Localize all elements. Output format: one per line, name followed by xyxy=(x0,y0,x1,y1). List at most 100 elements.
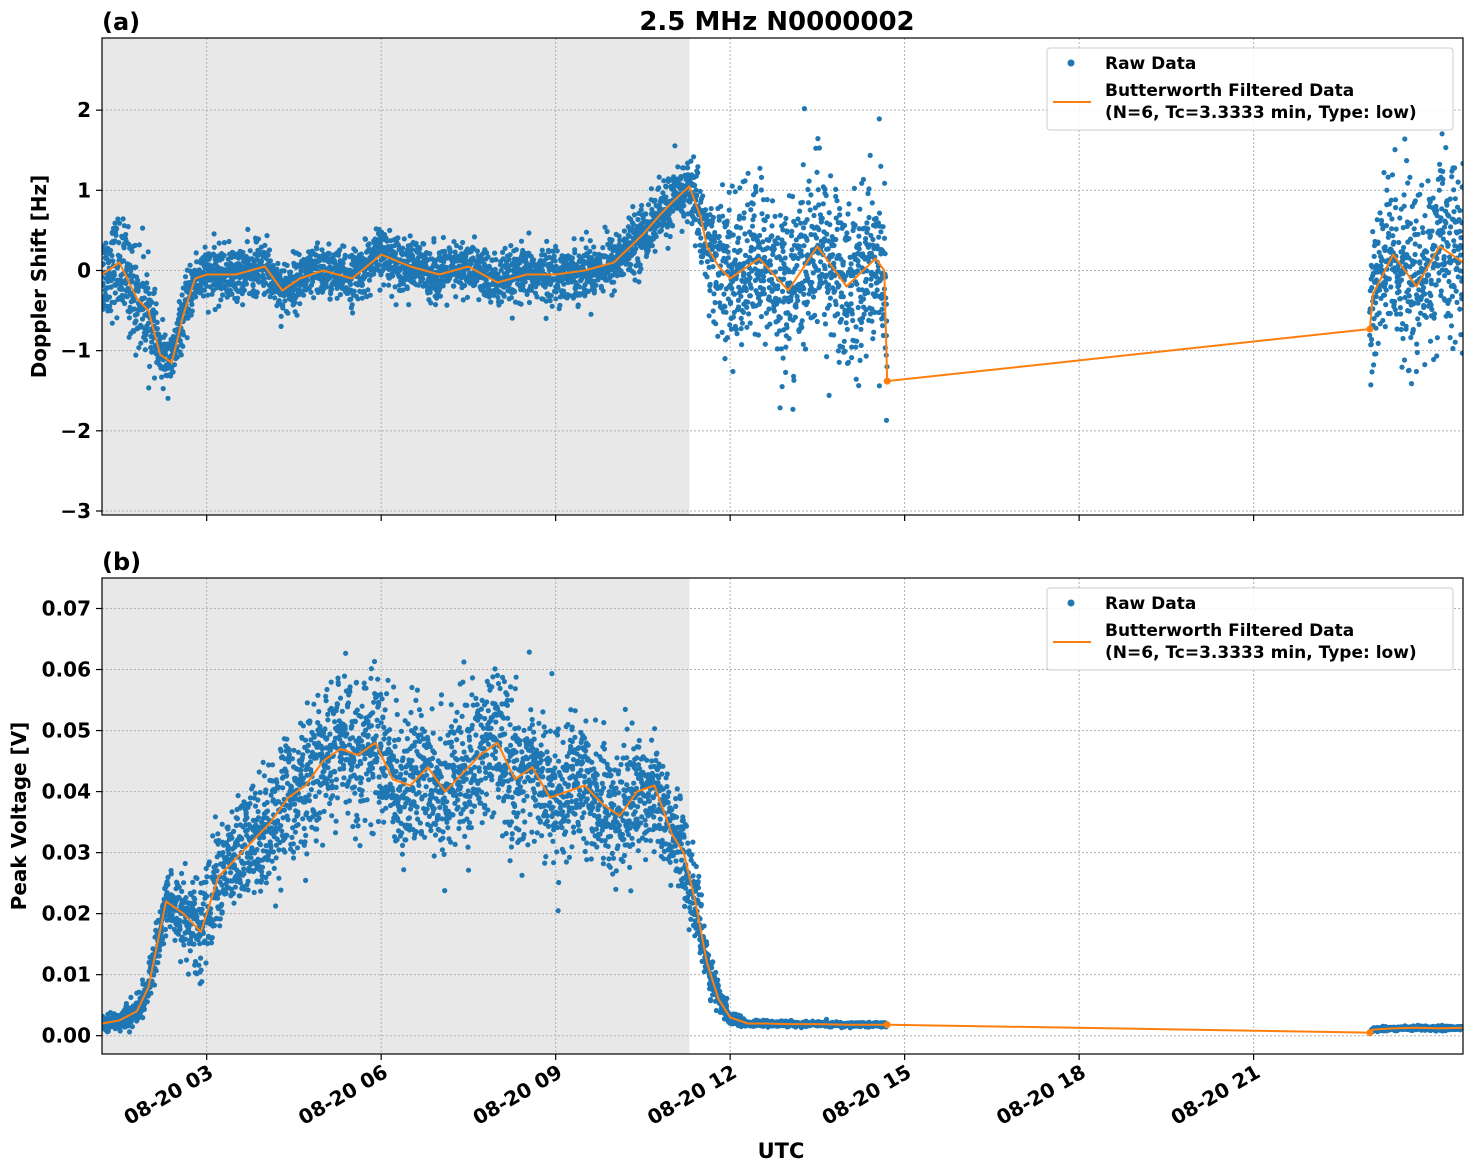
raw-data-point xyxy=(107,270,113,277)
raw-data-point xyxy=(314,240,321,246)
raw-data-point xyxy=(1387,310,1393,317)
raw-data-point xyxy=(880,323,886,329)
raw-data-point xyxy=(709,223,715,229)
raw-data-point xyxy=(174,354,180,360)
raw-data-point xyxy=(177,917,183,924)
raw-data-point xyxy=(209,935,215,941)
raw-data-point xyxy=(793,222,799,228)
raw-data-point xyxy=(828,173,834,179)
raw-data-point xyxy=(117,253,123,260)
raw-data-point xyxy=(376,262,382,268)
raw-data-point xyxy=(160,316,166,323)
raw-data-point xyxy=(878,295,885,301)
raw-data-point xyxy=(194,875,200,882)
raw-data-point xyxy=(405,258,411,264)
raw-data-point xyxy=(876,210,883,216)
raw-data-point xyxy=(827,295,834,301)
raw-data-point xyxy=(133,264,139,270)
raw-data-point xyxy=(852,222,858,228)
raw-data-point xyxy=(406,302,412,308)
raw-data-point xyxy=(724,243,730,249)
raw-data-point xyxy=(1440,229,1446,235)
raw-data-point xyxy=(498,299,505,305)
raw-data-point xyxy=(102,261,106,267)
raw-data-point xyxy=(1415,231,1421,237)
raw-data-point xyxy=(1397,311,1404,317)
raw-data-point xyxy=(819,215,825,221)
raw-data-point xyxy=(827,222,833,228)
raw-data-point xyxy=(1452,196,1458,202)
raw-data-point xyxy=(1434,335,1440,341)
raw-data-point xyxy=(138,340,144,346)
raw-data-point xyxy=(621,228,628,234)
raw-data-point xyxy=(730,368,736,375)
raw-data-point xyxy=(738,326,744,332)
raw-data-point xyxy=(165,882,171,888)
raw-data-point xyxy=(1445,242,1451,248)
raw-data-point xyxy=(145,249,151,255)
raw-data-point xyxy=(755,268,761,274)
raw-data-point xyxy=(392,284,398,290)
raw-data-point xyxy=(577,292,583,298)
raw-data-point xyxy=(704,259,711,265)
raw-data-point xyxy=(846,201,852,207)
raw-data-point xyxy=(831,332,837,338)
raw-data-point xyxy=(400,281,406,287)
raw-data-point xyxy=(730,314,737,320)
raw-data-point xyxy=(713,279,719,286)
raw-data-point xyxy=(223,261,229,267)
raw-data-point xyxy=(334,285,340,291)
raw-data-point xyxy=(304,277,311,284)
raw-data-point xyxy=(495,294,501,300)
raw-data-point xyxy=(250,283,256,289)
raw-data-point xyxy=(258,259,264,265)
raw-data-point xyxy=(349,302,355,308)
raw-data-point xyxy=(1457,207,1463,214)
raw-data-point xyxy=(1449,293,1455,299)
raw-data-point xyxy=(478,266,484,272)
raw-data-point xyxy=(869,318,875,324)
raw-data-point xyxy=(255,236,261,242)
legend-box xyxy=(1046,47,1454,131)
raw-data-point xyxy=(1446,213,1452,219)
raw-data-point xyxy=(287,269,294,275)
raw-data-point xyxy=(763,310,770,316)
raw-data-point xyxy=(865,190,871,197)
raw-data-point xyxy=(778,257,784,263)
raw-data-point xyxy=(1429,228,1435,234)
raw-data-point xyxy=(737,185,743,191)
raw-data-point xyxy=(240,249,246,255)
raw-data-point xyxy=(1440,168,1446,174)
raw-data-point xyxy=(1447,230,1453,236)
raw-data-point xyxy=(865,226,871,232)
raw-data-point xyxy=(805,186,811,193)
raw-data-point xyxy=(1385,234,1391,240)
raw-data-point xyxy=(840,294,847,300)
raw-data-point xyxy=(821,311,828,318)
raw-data-point xyxy=(1460,268,1463,274)
raw-data-point xyxy=(1422,362,1428,368)
raw-data-point xyxy=(1443,145,1449,151)
raw-data-point xyxy=(880,224,886,230)
raw-data-point xyxy=(865,289,871,296)
raw-data-point xyxy=(212,874,218,880)
raw-data-point xyxy=(1398,326,1404,333)
raw-data-point xyxy=(656,174,662,180)
raw-data-point xyxy=(334,295,340,301)
raw-data-point xyxy=(431,236,437,242)
raw-data-point xyxy=(1424,249,1430,255)
plot-content xyxy=(102,106,1463,423)
raw-data-point xyxy=(500,249,506,255)
raw-data-point xyxy=(492,250,498,256)
raw-data-point xyxy=(755,332,762,338)
raw-data-point xyxy=(710,308,716,314)
raw-data-point xyxy=(734,331,740,337)
raw-data-point xyxy=(784,325,790,331)
raw-data-point xyxy=(571,236,577,242)
raw-data-point xyxy=(670,208,676,214)
raw-data-point xyxy=(115,216,121,222)
raw-data-point xyxy=(663,194,669,200)
raw-data-point xyxy=(745,299,751,305)
